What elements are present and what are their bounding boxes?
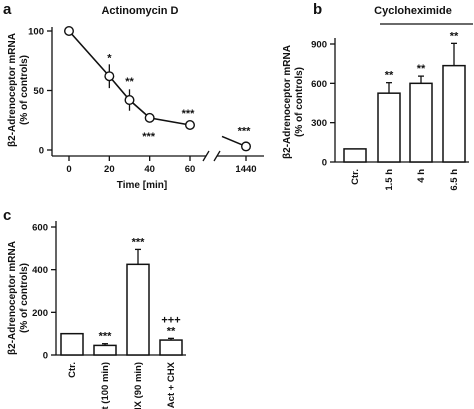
panel-b-category-label: 6.5 h	[449, 169, 460, 191]
panel-a-x-tick-label: 20	[104, 164, 115, 175]
panel-a-data-point	[124, 95, 135, 106]
panel-c-category-label: Ctr.	[67, 362, 78, 378]
panel-b-significance-label: **	[385, 70, 394, 82]
panel-b-category-label: 1.5 h	[384, 169, 395, 191]
panel-a-data-point	[240, 141, 251, 152]
panel-a-significance-label: ***	[182, 108, 196, 120]
panel-b-significance-label: **	[417, 63, 426, 75]
panel-b-bar	[377, 92, 401, 163]
panel-a-data-point	[63, 26, 74, 37]
panel-a-x-tick-label: 40	[144, 164, 155, 175]
panel-c-significance-label: ***	[132, 236, 146, 248]
panel-a-y-tick-label: 100	[28, 27, 44, 38]
panel-c-ylabel-2: (% of controls)	[19, 263, 30, 333]
panel-c-category-label: Act + CHX	[166, 361, 177, 408]
panel-c-significance-label-2: +++	[161, 314, 180, 326]
panel-c-ylabel-1: β2-Adrenoceptor mRNA	[7, 241, 18, 355]
panel-b-ylabel-1: β2-Adrenoceptor mRNA	[282, 45, 293, 159]
panel-a-x-tick-label: 1440	[235, 164, 256, 175]
panel-b-chart: Cycloheximide β2-Adrenoceptor mRNA (% of…	[282, 5, 473, 191]
panel-c-category-label: Act (100 min)	[100, 362, 111, 409]
panel-c-chart: β2-Adrenoceptor mRNA (% of controls) 0 20…	[7, 221, 186, 409]
panel-label-a: a	[3, 1, 12, 18]
panel-c-y-tick-label: 200	[32, 308, 48, 319]
panel-c-significance-label: ***	[99, 331, 113, 343]
panel-c-significance-label: **	[167, 325, 176, 337]
panel-a-significance-label: ***	[238, 125, 252, 137]
panel-a-xlabel: Time [min]	[117, 180, 167, 191]
panel-b-ylabel-2: (% of controls)	[294, 67, 305, 137]
panel-b-bar	[343, 148, 367, 163]
panel-a-data-point	[104, 71, 115, 82]
panel-b-title: Cycloheximide	[374, 5, 452, 17]
panel-c-bar	[126, 263, 150, 356]
panel-a-axis-break-mark	[202, 150, 210, 162]
panel-b-y-tick-label: 0	[322, 158, 327, 169]
panel-b-category-label: Ctr.	[350, 169, 361, 185]
panel-b-bar	[442, 64, 466, 163]
panel-a-significance-label: *	[107, 52, 112, 64]
panel-label-c: c	[3, 207, 11, 224]
panel-a-x-tick-label: 0	[66, 164, 71, 175]
panel-a-x-tick-label: 60	[185, 164, 196, 175]
panel-c-bar	[159, 339, 183, 356]
panel-c-bar	[93, 344, 117, 356]
panel-c-y-tick-label: 600	[32, 223, 48, 234]
panel-b-significance-label: **	[450, 30, 459, 42]
panel-label-b: b	[313, 1, 322, 18]
panel-c-category-label: CHX (90 min)	[133, 362, 144, 409]
panel-b-y-tick-label: 600	[311, 79, 327, 90]
panel-b-category-label: 4 h	[416, 169, 427, 183]
panel-a-y-tick-label: 50	[33, 86, 44, 97]
panel-b-y-tick-label: 300	[311, 118, 327, 129]
panel-b-y-tick-label: 900	[311, 40, 327, 51]
panel-a-significance-label: ***	[142, 131, 156, 143]
panel-c-bar	[60, 332, 84, 356]
panel-a-y-tick-label: 0	[39, 146, 44, 157]
panel-a-ylabel-1: β2-Adrenoceptor mRNA	[7, 33, 18, 147]
panel-c-y-tick-label: 0	[43, 351, 48, 362]
panel-a-significance-label: **	[125, 76, 134, 88]
panel-a-title: Actinomycin D	[101, 5, 178, 17]
panel-b-bar	[409, 82, 433, 163]
panel-a-chart: Actinomycin D β2-Adrenoceptor mRNA (% of…	[7, 5, 264, 191]
panel-c-y-tick-label: 400	[32, 265, 48, 276]
panel-a-data-point	[144, 112, 155, 123]
panel-a-data-point	[184, 120, 195, 131]
panel-a-axis-break-mark	[213, 150, 221, 162]
panel-a-ylabel-2: (% of controls)	[19, 55, 30, 125]
